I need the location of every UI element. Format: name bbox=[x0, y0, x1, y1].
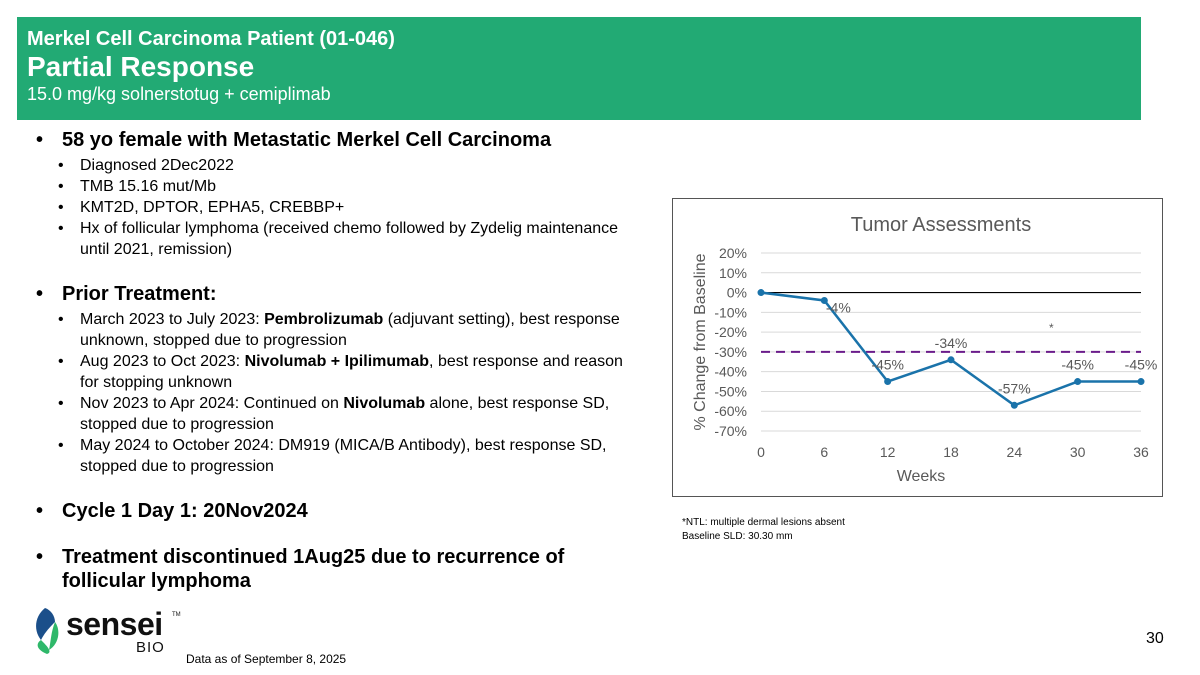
sensei-mark-icon bbox=[36, 608, 59, 654]
cycle-start: Cycle 1 Day 1: 20Nov2024 bbox=[34, 499, 634, 523]
x-tick-label: 0 bbox=[757, 444, 765, 460]
treatment-outcome: alone, best response SD, stopped due to … bbox=[80, 395, 610, 433]
profile-heading: 58 yo female with Metastatic Merkel Cell… bbox=[34, 128, 634, 152]
profile-list: Diagnosed 2Dec2022 TMB 15.16 mut/Mb KMT2… bbox=[34, 155, 634, 260]
logo-wordmark: sensei bbox=[66, 606, 163, 642]
data-label: -45% bbox=[871, 357, 904, 373]
logo-bio: BIO bbox=[136, 639, 165, 656]
x-axis-label: Weeks bbox=[897, 468, 946, 485]
data-point bbox=[1074, 378, 1082, 386]
regimen-subtitle: 15.0 mg/kg solnerstotug + cemiplimab bbox=[27, 84, 331, 104]
y-tick-label: 0% bbox=[727, 285, 747, 301]
prior-treatment-list: March 2023 to July 2023: Pembrolizumab (… bbox=[34, 309, 634, 477]
y-tick-label: -20% bbox=[714, 324, 747, 340]
annotation: * bbox=[1049, 321, 1054, 335]
treatment-outcome: (adjuvant setting), best response unknow… bbox=[80, 311, 620, 349]
chart-title: Tumor Assessments bbox=[851, 214, 1031, 236]
data-label: -45% bbox=[1061, 357, 1094, 373]
list-item: Diagnosed 2Dec2022 bbox=[34, 155, 634, 176]
response-title: Partial Response bbox=[27, 51, 255, 82]
y-tick-label: -50% bbox=[714, 383, 747, 399]
discontinuation-note: Treatment discontinued 1Aug25 due to rec… bbox=[34, 545, 634, 593]
treatment-drug: Nivolumab + Ipilimumab bbox=[244, 353, 430, 370]
list-item: Aug 2023 to Oct 2023: Nivolumab + Ipilim… bbox=[34, 351, 634, 393]
x-tick-label: 18 bbox=[943, 444, 959, 460]
treatment-dates: Nov 2023 to Apr 2024: Continued on bbox=[80, 395, 344, 412]
list-item: May 2024 to October 2024: DM919 (MICA/B … bbox=[34, 435, 634, 477]
data-point bbox=[884, 378, 892, 386]
data-point bbox=[947, 356, 955, 364]
y-axis-label: % Change from Baseline bbox=[692, 253, 709, 430]
list-item: KMT2D, DPTOR, EPHA5, CREBBP+ bbox=[34, 197, 634, 218]
list-item: Hx of follicular lymphoma (received chem… bbox=[34, 218, 634, 260]
treatment-drug: Pembrolizumab bbox=[264, 311, 384, 328]
sensei-bio-logo: sensei TM BIO bbox=[33, 604, 183, 656]
y-tick-label: 20% bbox=[719, 245, 747, 261]
y-tick-label: -70% bbox=[714, 423, 747, 439]
patient-title: Merkel Cell Carcinoma Patient (01-046) bbox=[27, 28, 395, 50]
y-tick-label: -60% bbox=[714, 403, 747, 419]
y-tick-label: 10% bbox=[719, 265, 747, 281]
data-point bbox=[1137, 378, 1145, 386]
data-point bbox=[757, 289, 765, 297]
treatment-dates: Aug 2023 to Oct 2023: bbox=[80, 353, 245, 370]
logo-trademark: TM bbox=[172, 612, 181, 618]
list-item: March 2023 to July 2023: Pembrolizumab (… bbox=[34, 309, 634, 351]
ntl-note: *NTL: multiple dermal lesions absent bbox=[682, 517, 845, 528]
data-point bbox=[820, 296, 828, 304]
treatment-dates: March 2023 to July 2023: bbox=[80, 311, 265, 328]
data-label: -34% bbox=[935, 335, 968, 351]
y-tick-label: -40% bbox=[714, 364, 747, 380]
treatment-drug: Nivolumab bbox=[343, 395, 426, 412]
list-item: TMB 15.16 mut/Mb bbox=[34, 176, 634, 197]
tumor-assessment-chart: Tumor Assessments 20% 10% 0% -10% -20% -30% -40… bbox=[672, 198, 1163, 497]
x-tick-label: 36 bbox=[1133, 444, 1149, 460]
data-point bbox=[1010, 401, 1018, 409]
y-tick-label: -10% bbox=[714, 304, 747, 320]
page-number: 30 bbox=[1146, 630, 1164, 647]
baseline-sld-note: Baseline SLD: 30.30 mm bbox=[682, 531, 793, 542]
x-tick-label: 30 bbox=[1070, 444, 1086, 460]
x-tick-label: 12 bbox=[880, 444, 896, 460]
prior-treatment-heading: Prior Treatment: bbox=[34, 282, 634, 306]
x-tick-label: 24 bbox=[1007, 444, 1023, 460]
data-label: -45% bbox=[1125, 357, 1158, 373]
data-date: Data as of September 8, 2025 bbox=[186, 652, 347, 666]
title-banner: Merkel Cell Carcinoma Patient (01-046) P… bbox=[17, 17, 1141, 120]
y-tick-label: -30% bbox=[714, 344, 747, 360]
data-label: -4% bbox=[826, 299, 851, 315]
data-label: -57% bbox=[998, 380, 1031, 396]
treatment-outcome: , best response and reason for stopping … bbox=[80, 353, 623, 391]
chart-canvas: Tumor Assessments 20% 10% 0% -10% -20% -30% -40… bbox=[692, 214, 1158, 485]
treatment-dates: May 2024 to October 2024: DM919 (MICA/B … bbox=[80, 437, 607, 475]
list-item: Nov 2023 to Apr 2024: Continued on Nivol… bbox=[34, 393, 634, 435]
patient-summary: 58 yo female with Metastatic Merkel Cell… bbox=[34, 128, 634, 593]
x-tick-label: 6 bbox=[820, 444, 828, 460]
chart-notes: *NTL: multiple dermal lesions absent Bas… bbox=[682, 516, 845, 544]
